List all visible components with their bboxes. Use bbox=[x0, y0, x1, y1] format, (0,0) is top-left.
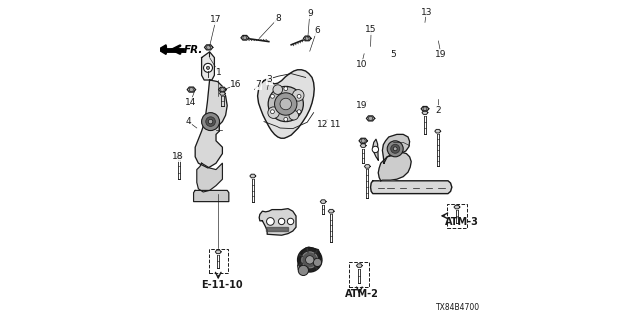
Polygon shape bbox=[328, 209, 334, 213]
Polygon shape bbox=[422, 111, 428, 115]
Text: ATM-3: ATM-3 bbox=[445, 217, 478, 228]
Polygon shape bbox=[250, 174, 256, 178]
Text: 6: 6 bbox=[314, 26, 319, 35]
Circle shape bbox=[292, 90, 304, 101]
Circle shape bbox=[268, 86, 303, 122]
Polygon shape bbox=[241, 36, 249, 40]
Circle shape bbox=[206, 117, 215, 126]
Text: 11: 11 bbox=[330, 120, 341, 129]
Text: ATM-2: ATM-2 bbox=[345, 289, 378, 300]
Polygon shape bbox=[435, 129, 441, 133]
Circle shape bbox=[268, 107, 280, 118]
Text: 13: 13 bbox=[420, 8, 432, 17]
Circle shape bbox=[390, 144, 399, 153]
Circle shape bbox=[361, 139, 365, 143]
Bar bbox=[209, 249, 228, 273]
Polygon shape bbox=[202, 52, 214, 80]
Circle shape bbox=[287, 218, 294, 225]
Text: 1: 1 bbox=[216, 68, 221, 76]
Circle shape bbox=[297, 94, 301, 98]
Text: 15: 15 bbox=[365, 25, 377, 34]
Polygon shape bbox=[359, 138, 367, 143]
Polygon shape bbox=[371, 181, 452, 194]
Polygon shape bbox=[220, 92, 225, 95]
Text: 12: 12 bbox=[317, 120, 328, 129]
Polygon shape bbox=[205, 45, 212, 50]
Polygon shape bbox=[366, 116, 375, 121]
Text: 16: 16 bbox=[230, 80, 242, 89]
Circle shape bbox=[189, 87, 193, 92]
Text: 18: 18 bbox=[172, 152, 183, 161]
Circle shape bbox=[280, 98, 292, 110]
Polygon shape bbox=[193, 190, 229, 202]
Polygon shape bbox=[197, 163, 223, 192]
Text: 17: 17 bbox=[211, 15, 221, 24]
Circle shape bbox=[298, 248, 322, 272]
Text: 5: 5 bbox=[391, 50, 396, 59]
Polygon shape bbox=[364, 164, 371, 168]
Text: 8: 8 bbox=[275, 14, 280, 23]
Polygon shape bbox=[372, 139, 378, 160]
Circle shape bbox=[278, 218, 285, 225]
Polygon shape bbox=[298, 247, 320, 273]
Polygon shape bbox=[383, 134, 410, 163]
Text: E-11-10: E-11-10 bbox=[201, 280, 243, 290]
Polygon shape bbox=[195, 80, 227, 168]
Circle shape bbox=[208, 119, 212, 124]
Circle shape bbox=[202, 113, 220, 131]
Polygon shape bbox=[259, 209, 296, 235]
Circle shape bbox=[423, 107, 427, 111]
Circle shape bbox=[302, 252, 317, 268]
Polygon shape bbox=[360, 144, 366, 148]
Polygon shape bbox=[176, 155, 182, 159]
Text: 10: 10 bbox=[356, 60, 367, 68]
Polygon shape bbox=[187, 87, 196, 92]
Circle shape bbox=[266, 218, 274, 225]
Text: 2: 2 bbox=[436, 106, 441, 115]
Circle shape bbox=[284, 87, 288, 91]
Circle shape bbox=[220, 88, 225, 92]
Polygon shape bbox=[454, 205, 460, 209]
Circle shape bbox=[393, 147, 397, 151]
Bar bbox=[447, 204, 467, 228]
Bar bbox=[349, 262, 369, 287]
Circle shape bbox=[271, 94, 275, 98]
Circle shape bbox=[314, 258, 322, 267]
Polygon shape bbox=[421, 107, 429, 111]
Polygon shape bbox=[378, 152, 412, 181]
Text: 19: 19 bbox=[356, 101, 367, 110]
Circle shape bbox=[289, 110, 298, 120]
Polygon shape bbox=[303, 36, 311, 41]
Polygon shape bbox=[215, 250, 221, 254]
FancyArrow shape bbox=[158, 45, 166, 54]
Circle shape bbox=[297, 110, 301, 114]
Circle shape bbox=[204, 63, 212, 72]
Circle shape bbox=[372, 146, 379, 153]
Circle shape bbox=[206, 66, 210, 69]
Polygon shape bbox=[320, 200, 326, 204]
Polygon shape bbox=[258, 70, 314, 138]
Text: FR.: FR. bbox=[184, 44, 204, 55]
Text: 19: 19 bbox=[435, 50, 447, 59]
Circle shape bbox=[369, 116, 372, 121]
Circle shape bbox=[271, 110, 275, 114]
Circle shape bbox=[207, 45, 211, 50]
Text: 14: 14 bbox=[185, 98, 196, 107]
Text: TX84B4700: TX84B4700 bbox=[436, 303, 479, 312]
Text: 9: 9 bbox=[307, 9, 312, 18]
Text: 3: 3 bbox=[267, 75, 272, 84]
Circle shape bbox=[306, 256, 314, 264]
Polygon shape bbox=[356, 264, 362, 268]
Circle shape bbox=[284, 117, 288, 121]
Text: 7: 7 bbox=[256, 80, 261, 89]
Text: 4: 4 bbox=[186, 117, 191, 126]
Circle shape bbox=[273, 85, 283, 94]
Circle shape bbox=[387, 141, 403, 157]
Circle shape bbox=[275, 93, 297, 115]
Circle shape bbox=[305, 36, 309, 40]
Circle shape bbox=[243, 36, 247, 40]
Circle shape bbox=[298, 265, 308, 276]
Polygon shape bbox=[266, 227, 288, 231]
Polygon shape bbox=[219, 87, 227, 92]
